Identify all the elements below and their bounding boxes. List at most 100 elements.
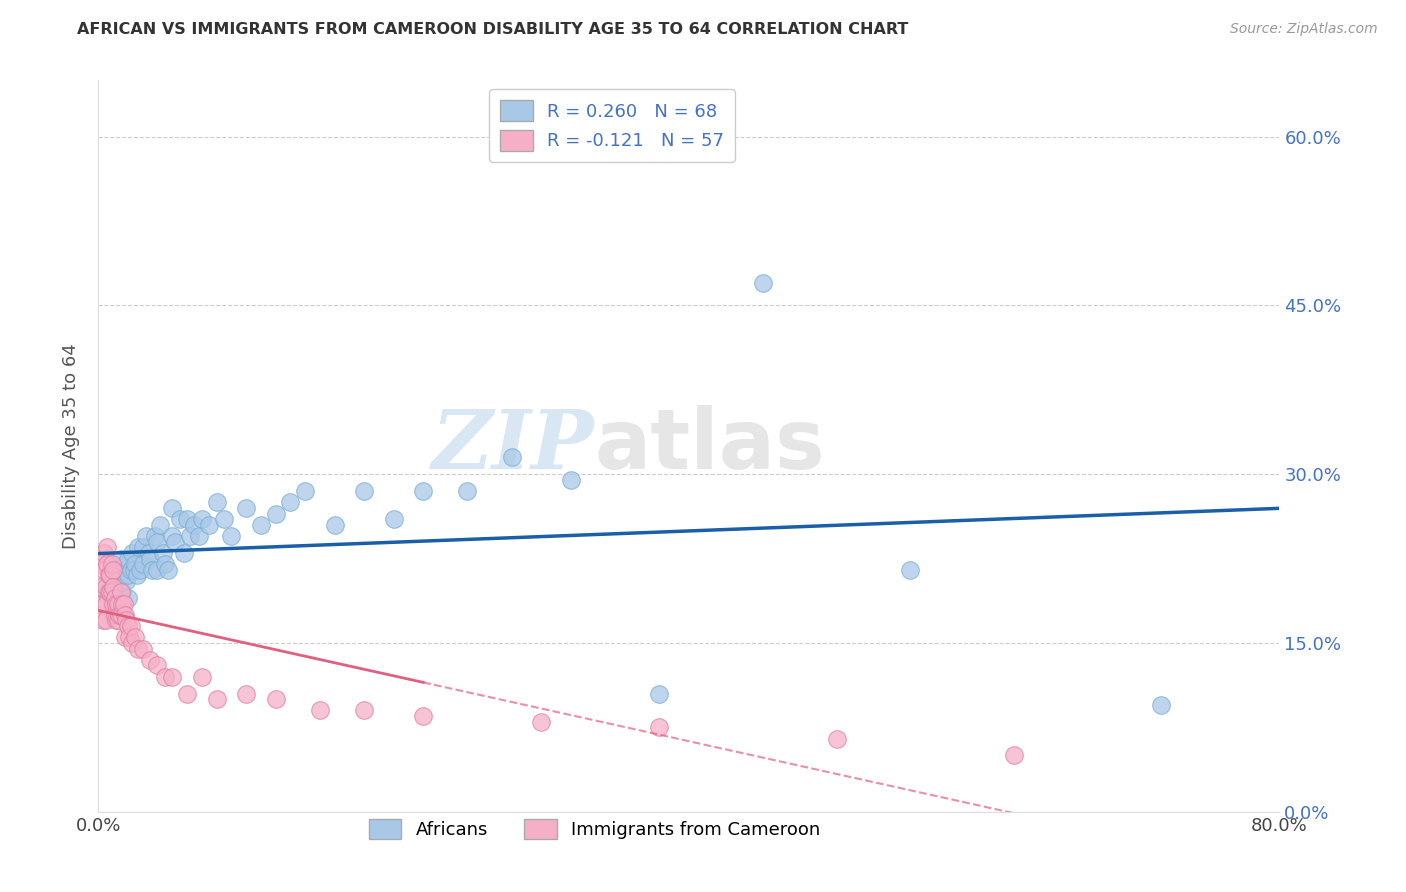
Point bbox=[412, 709, 434, 723]
Point bbox=[235, 500, 257, 515]
Point bbox=[183, 517, 205, 532]
Point bbox=[121, 636, 143, 650]
Point bbox=[560, 473, 582, 487]
Point bbox=[530, 714, 553, 729]
Point bbox=[105, 614, 128, 628]
Point bbox=[191, 670, 214, 684]
Point bbox=[152, 546, 174, 560]
Point bbox=[280, 495, 302, 509]
Text: ZIP: ZIP bbox=[432, 406, 595, 486]
Point bbox=[91, 597, 114, 611]
Point bbox=[173, 546, 195, 560]
Point bbox=[153, 557, 176, 571]
Point bbox=[139, 653, 162, 667]
Point bbox=[118, 630, 141, 644]
Point bbox=[115, 574, 138, 588]
Point bbox=[1150, 698, 1173, 712]
Point bbox=[900, 563, 922, 577]
Point bbox=[143, 529, 166, 543]
Point bbox=[104, 607, 127, 622]
Point bbox=[117, 591, 139, 605]
Point bbox=[412, 483, 434, 498]
Point bbox=[104, 591, 127, 605]
Point bbox=[110, 607, 132, 622]
Point bbox=[103, 574, 125, 588]
Point bbox=[112, 607, 135, 622]
Point bbox=[105, 597, 128, 611]
Point bbox=[103, 580, 125, 594]
Point bbox=[132, 541, 155, 555]
Point bbox=[179, 529, 201, 543]
Point bbox=[353, 703, 375, 717]
Point bbox=[146, 534, 169, 549]
Point bbox=[89, 557, 111, 571]
Point bbox=[114, 557, 136, 571]
Point bbox=[165, 534, 187, 549]
Point bbox=[96, 541, 118, 555]
Point bbox=[94, 614, 117, 628]
Point bbox=[94, 580, 117, 594]
Point bbox=[117, 551, 139, 566]
Point bbox=[100, 597, 122, 611]
Point bbox=[110, 551, 132, 566]
Point bbox=[294, 483, 316, 498]
Point bbox=[309, 703, 332, 717]
Point bbox=[100, 557, 122, 571]
Point bbox=[108, 607, 131, 622]
Point bbox=[162, 529, 183, 543]
Point bbox=[176, 512, 198, 526]
Point bbox=[235, 687, 257, 701]
Point bbox=[149, 517, 172, 532]
Legend: Africans, Immigrants from Cameroon: Africans, Immigrants from Cameroon bbox=[361, 812, 828, 847]
Point bbox=[103, 563, 125, 577]
Point bbox=[124, 630, 146, 644]
Point bbox=[648, 687, 671, 701]
Point bbox=[114, 607, 136, 622]
Point bbox=[264, 507, 287, 521]
Text: Source: ZipAtlas.com: Source: ZipAtlas.com bbox=[1230, 22, 1378, 37]
Point bbox=[107, 597, 129, 611]
Point bbox=[825, 731, 848, 746]
Point bbox=[146, 658, 169, 673]
Point bbox=[153, 670, 176, 684]
Point bbox=[132, 557, 155, 571]
Point bbox=[103, 607, 125, 622]
Point bbox=[156, 563, 179, 577]
Point bbox=[97, 585, 120, 599]
Point bbox=[103, 585, 125, 599]
Point bbox=[353, 483, 375, 498]
Point bbox=[205, 495, 228, 509]
Point bbox=[98, 585, 121, 599]
Point bbox=[132, 641, 155, 656]
Point bbox=[125, 568, 148, 582]
Point bbox=[648, 720, 671, 734]
Point bbox=[94, 585, 117, 599]
Point bbox=[135, 529, 157, 543]
Point bbox=[1002, 748, 1025, 763]
Point bbox=[198, 517, 221, 532]
Point bbox=[90, 580, 112, 594]
Point bbox=[111, 597, 134, 611]
Point bbox=[221, 529, 243, 543]
Point bbox=[112, 597, 135, 611]
Point bbox=[382, 512, 405, 526]
Point bbox=[114, 630, 136, 644]
Point bbox=[108, 597, 131, 611]
Point bbox=[139, 551, 162, 566]
Point bbox=[96, 557, 118, 571]
Point bbox=[264, 692, 287, 706]
Point bbox=[162, 500, 183, 515]
Point bbox=[187, 529, 209, 543]
Point bbox=[127, 541, 149, 555]
Point bbox=[501, 450, 523, 465]
Point bbox=[110, 568, 132, 582]
Text: atlas: atlas bbox=[595, 406, 825, 486]
Point bbox=[205, 692, 228, 706]
Text: AFRICAN VS IMMIGRANTS FROM CAMEROON DISABILITY AGE 35 TO 64 CORRELATION CHART: AFRICAN VS IMMIGRANTS FROM CAMEROON DISA… bbox=[77, 22, 908, 37]
Point bbox=[100, 585, 122, 599]
Point bbox=[94, 597, 117, 611]
Point bbox=[250, 517, 273, 532]
Point bbox=[162, 670, 183, 684]
Point bbox=[105, 563, 128, 577]
Point bbox=[122, 563, 145, 577]
